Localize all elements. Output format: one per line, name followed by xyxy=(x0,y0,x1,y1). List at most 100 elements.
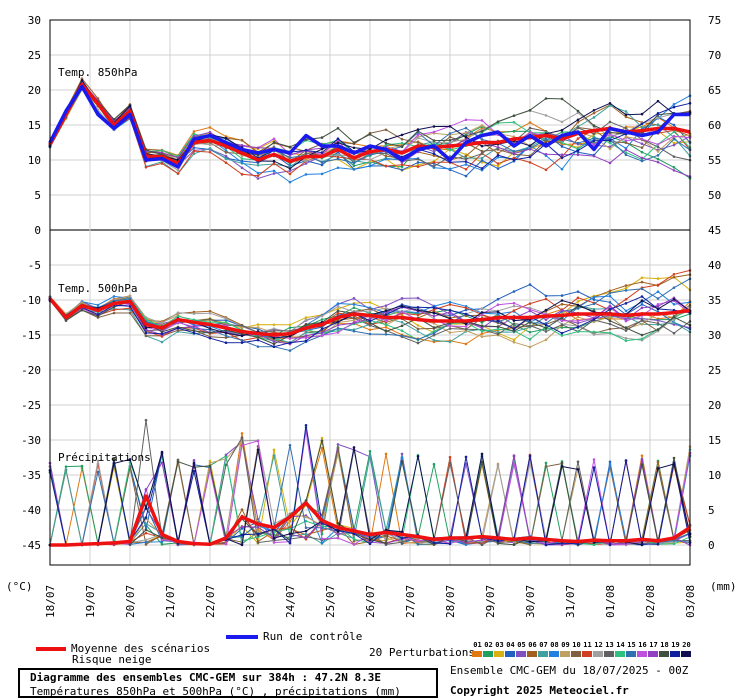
perturbation-17-point xyxy=(192,325,196,328)
perturbation-17-point xyxy=(448,310,452,314)
perturbation-4-point xyxy=(192,146,196,149)
perturbation-20-point xyxy=(272,537,276,540)
perturbation-12-point xyxy=(384,306,388,310)
perturbation-8-point xyxy=(96,303,100,307)
perturbation-7-point xyxy=(416,330,420,333)
perturbation-12-point xyxy=(208,311,212,315)
control-run-line xyxy=(48,84,690,169)
perturbation-1-point xyxy=(640,454,644,457)
legend: Moyenne des scénarios Risque neige Run d… xyxy=(0,628,740,700)
perturbation-18-point xyxy=(528,108,532,112)
perturbation-13-point xyxy=(592,132,596,136)
perturbation-18-point xyxy=(512,114,516,118)
perturbation-19-point xyxy=(240,341,244,344)
perturbation-19-point xyxy=(624,302,628,305)
perturbation-3-point xyxy=(272,323,276,327)
perturbation-11-point xyxy=(288,172,292,176)
perturbation-20-point xyxy=(416,309,420,312)
perturbation-13-point xyxy=(384,152,388,155)
perturbation-13-point xyxy=(448,461,452,465)
perturbation-5-point xyxy=(432,150,436,153)
perturbation-2-point xyxy=(544,461,548,465)
perturbation-16-point xyxy=(624,139,628,142)
perturbation-12-point xyxy=(480,307,484,310)
perturbation-10-point xyxy=(128,311,132,315)
x-tick-label: 28/07 xyxy=(444,585,457,618)
perturbation-2-point xyxy=(560,130,564,134)
perturbation-11-point xyxy=(416,313,420,317)
perturbation-10-point xyxy=(176,328,180,332)
perturbation-13-point xyxy=(608,322,612,326)
perturbation-7-point xyxy=(592,116,596,119)
perturbation-18-point xyxy=(400,460,404,463)
perturbation-2-point xyxy=(640,150,644,154)
perturbation-18-point xyxy=(112,117,116,121)
perturbation-14-point xyxy=(352,537,356,541)
perturbation-18-point xyxy=(640,333,644,337)
perturbation-11-point xyxy=(400,163,404,167)
perturbation-16-point xyxy=(320,537,324,541)
label-temp-500: Temp. 500hPa xyxy=(58,282,137,295)
perturbation-8-point xyxy=(608,294,612,298)
perturbation-16-point xyxy=(448,324,452,328)
perturbation-20-point xyxy=(384,309,388,312)
perturbation-18-point xyxy=(512,543,516,547)
perturbation-11-point xyxy=(432,160,436,164)
perturbation-10-point xyxy=(400,137,404,141)
perturbation-20-point xyxy=(624,113,628,117)
perturbation-2-point xyxy=(656,157,660,161)
x-tick-label: 29/07 xyxy=(484,585,497,618)
perturbation-15-point xyxy=(400,334,404,338)
perturbation-3-point xyxy=(208,459,212,463)
perturbation-number: 11 xyxy=(583,641,592,649)
perturbation-10-point xyxy=(384,534,388,537)
left-tick-label: 20 xyxy=(28,84,41,97)
perturbation-16-point xyxy=(464,118,468,122)
perturbation-swatch xyxy=(549,651,559,657)
perturbation-2-point xyxy=(352,306,356,309)
perturbation-2-point xyxy=(80,464,84,468)
perturbation-20-point xyxy=(240,543,244,547)
perturbation-5-point xyxy=(336,443,340,446)
perturbation-14-point xyxy=(592,330,596,334)
perturbation-9-point xyxy=(304,515,308,519)
perturbation-15-point xyxy=(448,132,452,135)
perturbation-18-point xyxy=(80,308,84,312)
perturbation-11-point xyxy=(448,455,452,459)
right-tick-label: 40 xyxy=(708,259,721,272)
perturbation-20-point xyxy=(272,159,276,163)
legend-control: Run de contrôle xyxy=(226,630,362,643)
perturbation-13-point xyxy=(672,155,676,158)
perturbation-20-point xyxy=(416,128,420,131)
perturbation-19-point xyxy=(304,423,308,427)
perturbation-20-point xyxy=(336,530,340,533)
perturbation-14-point xyxy=(560,141,564,144)
perturbation-16-point xyxy=(592,143,596,146)
perturbation-7-point xyxy=(208,147,212,150)
perturbation-20-point xyxy=(128,458,132,461)
perturbation-20-point xyxy=(144,507,148,510)
perturbation-1-point xyxy=(528,121,532,124)
perturbation-13-point xyxy=(208,317,212,321)
perturbation-7-point xyxy=(304,331,308,334)
perturbation-13-point xyxy=(448,327,452,330)
perturbation-6-point xyxy=(624,115,628,119)
perturbation-20-point xyxy=(560,128,564,132)
perturbation-3-point xyxy=(304,316,308,319)
right-tick-label: 55 xyxy=(708,154,721,167)
perturbation-20-point xyxy=(544,308,548,312)
perturbation-17-point xyxy=(480,326,484,330)
perturbation-number: 09 xyxy=(561,641,570,649)
perturbation-20-point xyxy=(192,461,196,465)
perturbation-9-point xyxy=(512,340,516,344)
perturbation-6-point xyxy=(656,460,660,464)
perturbation-12-point xyxy=(160,322,164,325)
perturbation-13-point xyxy=(608,120,612,124)
perturbation-16-point xyxy=(656,143,660,146)
perturbation-3-point xyxy=(336,307,340,311)
perturbation-6-point xyxy=(608,289,612,293)
perturbation-14-point xyxy=(400,141,404,145)
perturbation-19-point xyxy=(464,312,468,316)
perturbation-19-point xyxy=(192,331,196,335)
